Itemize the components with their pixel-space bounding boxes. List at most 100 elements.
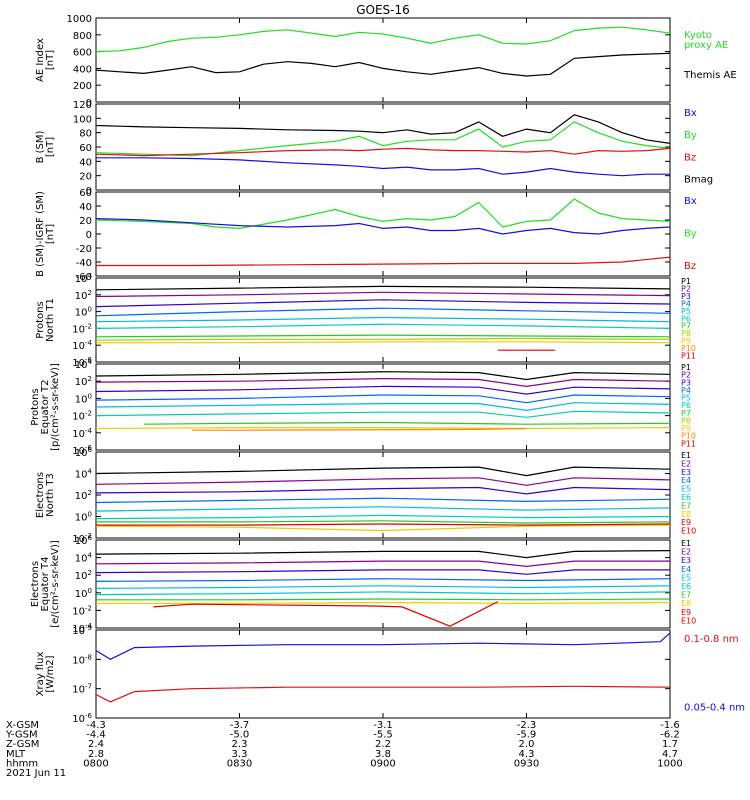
legend-bx: Bx <box>684 196 697 207</box>
legend-0-05-0-4-nm: 0.05-0.4 nm <box>684 702 745 713</box>
legend-p11: P11 <box>681 352 696 361</box>
series-e3 <box>95 569 670 575</box>
y-tick-label: 10-2 <box>72 604 92 617</box>
legend-themis-ae: Themis AE <box>683 70 737 81</box>
legend-e1: E1 <box>681 451 691 460</box>
x-axis-row-label: Z-GSM <box>6 739 39 750</box>
series-0-1-0-8-nm <box>95 685 671 703</box>
y-axis-label: North T3 <box>45 473 56 517</box>
y-axis-label: North T1 <box>45 298 56 342</box>
y-tick-label: 10-4 <box>72 427 92 440</box>
series-e5 <box>95 585 671 590</box>
legend-e8: E8 <box>681 510 691 519</box>
series-bx <box>95 218 671 235</box>
panel-frame <box>95 103 671 191</box>
series-by <box>95 198 671 230</box>
legend-proxy-ae: proxy AE <box>684 40 728 51</box>
x-axis-value: 3.8 <box>375 749 391 760</box>
y-tick-label: 102 <box>75 569 92 582</box>
panel-frame <box>95 17 671 103</box>
legend-p9: P9 <box>681 424 691 433</box>
y-tick-label: 100 <box>73 114 92 125</box>
x-axis-value: 0900 <box>370 758 395 769</box>
series-e1 <box>95 466 671 477</box>
legend-p2: P2 <box>681 284 691 293</box>
series-p5 <box>95 316 671 323</box>
panel-frame <box>95 363 671 451</box>
y-tick-label: 104 <box>75 468 93 481</box>
series-p6 <box>95 410 671 418</box>
series-e9 <box>153 601 499 627</box>
y-tick-label: 10-8 <box>72 653 92 666</box>
legend-p10: P10 <box>681 432 696 441</box>
legend-e3: E3 <box>681 468 691 477</box>
y-tick-label: 0 <box>86 98 92 109</box>
series-p4 <box>95 307 671 317</box>
legend-p7: P7 <box>681 409 691 418</box>
x-axis-value: -5.0 <box>230 730 250 741</box>
y-tick-label: 106 <box>75 446 93 459</box>
y-tick-label: 104 <box>75 272 93 285</box>
y-axis-label: AE Index <box>35 38 46 82</box>
legend-p8: P8 <box>681 416 691 425</box>
legend-e2: E2 <box>681 548 691 557</box>
y-tick-label: 800 <box>73 31 92 42</box>
series-by <box>95 121 671 157</box>
figure-title: GOES-16 <box>356 3 410 17</box>
x-axis-value: 2.2 <box>375 739 391 750</box>
y-tick-label: -40 <box>76 258 92 269</box>
panel-digrf: -60 -40 -20 0 20 40 60 B (SM)-IGRF (SM) [nT] Bx By… <box>35 188 697 283</box>
series-themis-ae <box>95 52 671 77</box>
y-axis-label: [nT] <box>45 50 56 70</box>
y-axis-label: B (SM) <box>35 130 46 163</box>
series-p9 <box>96 341 671 344</box>
x-axis-value: 0830 <box>227 758 252 769</box>
series-bz <box>95 147 671 157</box>
legend-p4: P4 <box>681 299 691 308</box>
series-e3 <box>95 486 671 495</box>
y-axis-label: Protons <box>35 301 46 338</box>
x-axis-value: -4.3 <box>86 720 106 731</box>
series-bx <box>96 157 670 177</box>
x-axis-row-label: Y-GSM <box>5 730 38 741</box>
legend-p1: P1 <box>681 277 691 286</box>
y-tick-label: 0 <box>86 230 92 241</box>
y-tick-label: 100 <box>75 306 92 319</box>
legend-e8: E8 <box>681 599 691 608</box>
legend-e5: E5 <box>681 573 691 582</box>
series-e8 <box>95 524 671 532</box>
legend-e1: E1 <box>681 539 691 548</box>
y-tick-label: 10-2 <box>72 410 92 423</box>
legend-0-1-0-8-nm: 0.1-0.8 nm <box>684 634 739 645</box>
series-p8 <box>95 337 671 341</box>
y-tick-label: 200 <box>73 81 92 92</box>
x-axis-value: -5.5 <box>373 730 393 741</box>
y-tick-label: 100 <box>75 587 92 600</box>
legend-e2: E2 <box>681 459 691 468</box>
y-axis-label: Electrons <box>35 472 46 518</box>
legend-p7: P7 <box>681 322 691 331</box>
y-tick-label: 100 <box>75 392 92 405</box>
series-p2 <box>95 377 671 388</box>
series-0-05-0-4-nm <box>95 632 671 660</box>
y-tick-label: 104 <box>75 358 93 371</box>
legend-p10: P10 <box>681 344 696 353</box>
legend-by: By <box>684 228 697 239</box>
series-e1 <box>95 549 671 559</box>
y-tick-label: -20 <box>76 244 92 255</box>
series-p5 <box>95 402 671 412</box>
series-bz <box>96 256 671 267</box>
x-axis-value: -3.1 <box>373 720 393 731</box>
x-axis-value: 0930 <box>514 758 539 769</box>
series-p3 <box>95 299 671 308</box>
legend-e6: E6 <box>681 493 691 502</box>
series-p1 <box>95 371 671 381</box>
x-axis-value: 4.7 <box>662 749 678 760</box>
series-p2 <box>95 291 671 298</box>
series-p4 <box>95 394 671 404</box>
